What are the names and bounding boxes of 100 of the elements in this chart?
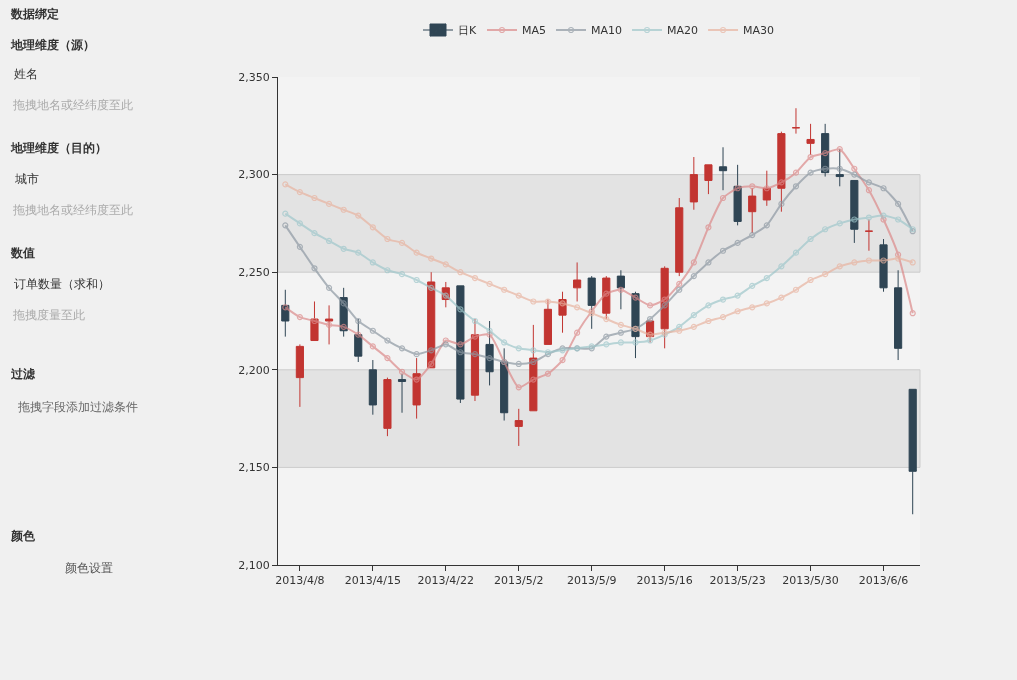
point [676,280,683,288]
point [515,345,522,352]
point [603,315,610,323]
legend-label: MA5 [522,24,547,38]
y-tick-label: 2,350 [238,70,270,84]
point [719,296,727,303]
point [749,232,756,239]
point [384,354,391,362]
point [763,222,770,229]
point [296,314,303,321]
candlestick [718,146,728,191]
point [428,360,435,368]
point [851,171,858,178]
point [895,255,902,262]
candlestick [368,359,377,416]
point [734,239,741,247]
point [369,327,376,334]
point [413,249,420,256]
point [792,249,800,256]
point [705,224,712,231]
point [515,292,522,299]
x-tick-label: 2013/5/9 [567,574,617,588]
point [296,189,303,196]
y-tick-label: 2,250 [238,266,270,280]
point [690,273,697,280]
point [734,292,741,299]
point [544,370,552,377]
point [282,181,289,188]
x-tick-label: 2013/4/22 [417,574,474,588]
point [778,294,785,301]
point [355,331,362,338]
point [369,343,376,350]
point [807,235,814,243]
point [617,339,624,346]
point [865,179,873,186]
point [792,183,800,190]
point [471,317,479,325]
text: 数值 [10,246,35,260]
point [807,276,814,284]
point [282,222,289,229]
y-tick-label: 2,200 [238,363,270,377]
x-tick-label: 2013/5/30 [782,574,839,588]
point [851,165,858,172]
point [515,360,522,368]
point [763,300,770,307]
point [661,302,668,309]
point [325,321,333,328]
point [705,317,712,325]
line-series [282,181,916,338]
point [369,224,376,231]
point [413,351,420,358]
point [719,314,727,321]
candlestick [791,107,801,135]
point [428,284,435,291]
x-tick-label: 2013/6/6 [858,574,909,588]
point [398,271,406,278]
legend-label: 日K [458,24,477,38]
text: 拖拽字段添加过滤条件 [17,400,138,414]
point [340,206,347,213]
point [895,216,902,223]
point [311,230,318,237]
legend-label: MA20 [667,24,699,38]
point [325,284,333,291]
point [865,257,873,264]
point [559,356,566,364]
point [384,337,391,344]
point [530,358,537,366]
point [749,183,756,190]
point [851,259,858,266]
point [719,247,727,254]
legend-label: MA10 [591,24,623,38]
point [807,153,814,161]
point [778,200,785,207]
x-tick-label: 2013/5/23 [709,574,766,588]
candlestick [704,164,713,195]
point [603,333,610,340]
point [836,146,843,153]
point [646,331,654,338]
text: 订单数量（求和） [14,277,110,291]
point [574,329,581,336]
point [340,300,347,307]
point [355,249,362,256]
point [661,296,668,303]
point [836,220,843,227]
point [501,286,508,293]
point [398,345,406,352]
point [734,185,741,192]
point [457,306,464,313]
point [632,339,639,346]
point [617,286,624,293]
x-tick-label: 2013/4/15 [344,574,402,588]
point [603,290,610,297]
point [646,315,654,323]
point [325,200,333,207]
text: 拖拽度量至此 [12,308,85,322]
x-tick-label: 2013/5/16 [636,574,693,588]
point [384,235,391,243]
point [705,259,712,266]
point [880,185,887,192]
point [880,216,887,223]
